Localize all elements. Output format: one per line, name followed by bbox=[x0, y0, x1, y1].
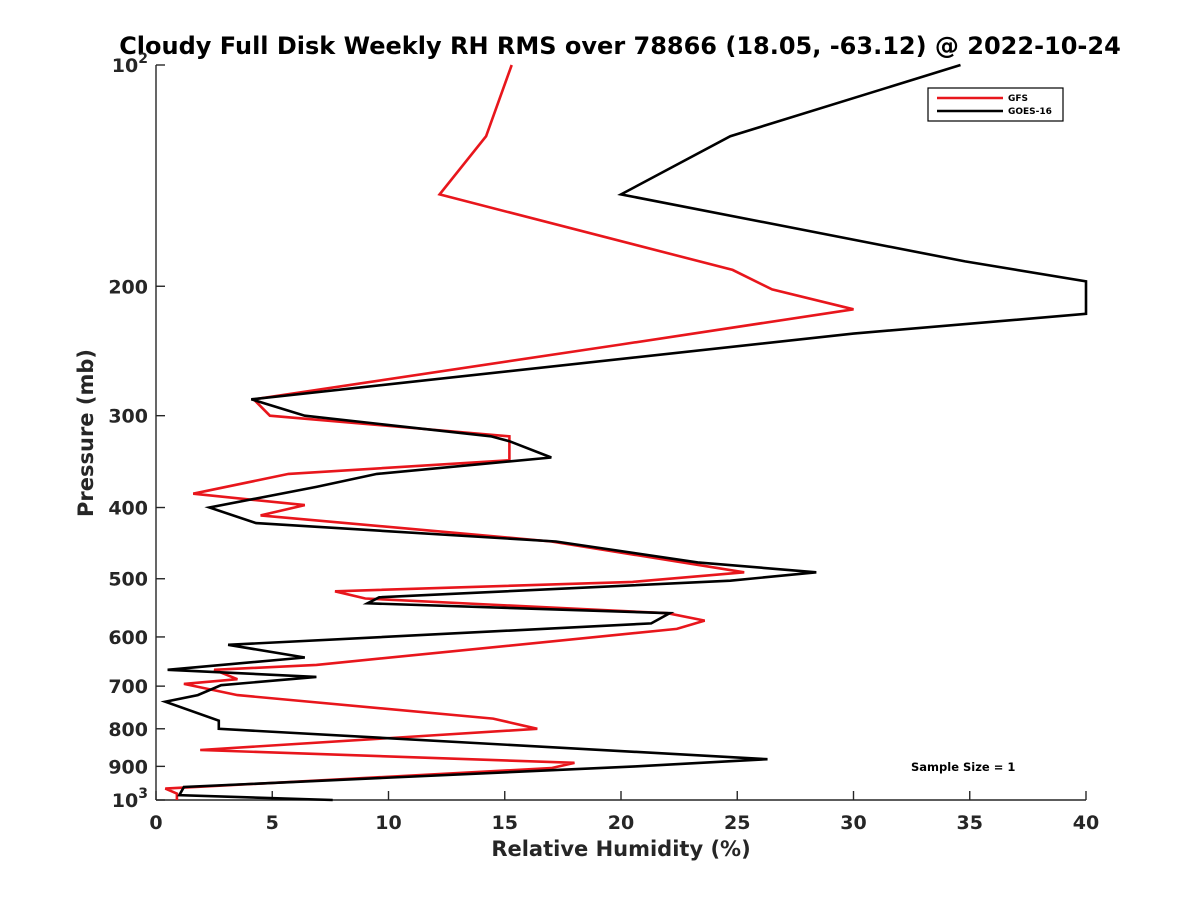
y-tick-label: 800 bbox=[108, 719, 148, 741]
y-tick-label: 900 bbox=[108, 756, 148, 778]
y-tick-label: 400 bbox=[108, 498, 148, 520]
x-axis-label: Relative Humidity (%) bbox=[491, 837, 750, 861]
series-lines bbox=[160, 63, 1088, 802]
x-tick-label: 5 bbox=[266, 812, 279, 834]
y-tick-label: 103 bbox=[112, 786, 148, 812]
x-tick-label: 10 bbox=[375, 812, 401, 834]
y-tick-label: 102 bbox=[112, 51, 148, 77]
series-line-goes-16 bbox=[160, 63, 1088, 802]
axes bbox=[155, 65, 1086, 801]
x-tick-label: 40 bbox=[1073, 812, 1099, 834]
series-line-gfs bbox=[164, 64, 854, 800]
y-tick-label: 300 bbox=[108, 406, 148, 428]
x-tick-label: 35 bbox=[957, 812, 983, 834]
y-tick-label: 600 bbox=[108, 627, 148, 649]
x-tick-label: 20 bbox=[608, 812, 634, 834]
legend-box bbox=[927, 87, 1064, 122]
x-ticks: 0 5 10 15 20 25 30 35 40 bbox=[149, 791, 1099, 834]
x-tick-label: 25 bbox=[724, 812, 750, 834]
legend-label-gfs: GFS bbox=[1008, 94, 1028, 104]
legend-label-goes16: GOES-16 bbox=[1008, 107, 1052, 117]
y-tick-label: 500 bbox=[108, 569, 148, 591]
legend: GFS GOES-16 bbox=[927, 87, 1064, 122]
y-ticks: 102 200 300 400 500 600 700 800 900 103 bbox=[108, 51, 165, 812]
x-tick-label: 0 bbox=[149, 812, 162, 834]
y-axis-label: Pressure (mb) bbox=[74, 349, 98, 517]
sample-size-annotation: Sample Size = 1 bbox=[911, 760, 1015, 774]
x-tick-label: 30 bbox=[840, 812, 866, 834]
y-tick-label: 200 bbox=[108, 276, 148, 298]
y-tick-label: 700 bbox=[108, 676, 148, 698]
chart-title: Cloudy Full Disk Weekly RH RMS over 7886… bbox=[119, 32, 1121, 60]
x-tick-label: 15 bbox=[492, 812, 518, 834]
